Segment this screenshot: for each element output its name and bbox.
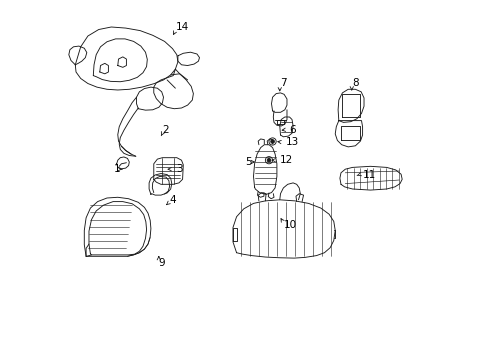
- Text: 11: 11: [363, 170, 376, 180]
- Text: 3: 3: [176, 164, 183, 174]
- Circle shape: [266, 158, 270, 162]
- Text: 13: 13: [285, 137, 299, 147]
- Text: 5: 5: [244, 157, 251, 167]
- Text: 12: 12: [279, 155, 292, 165]
- Circle shape: [270, 140, 274, 143]
- Text: 8: 8: [351, 78, 358, 88]
- Text: 7: 7: [279, 78, 286, 88]
- Text: 6: 6: [289, 125, 296, 135]
- Text: 4: 4: [169, 195, 176, 205]
- Text: 14: 14: [175, 22, 188, 32]
- Text: 1: 1: [114, 164, 121, 174]
- Text: 10: 10: [283, 220, 296, 230]
- Text: 9: 9: [159, 258, 165, 268]
- Text: 2: 2: [162, 125, 169, 135]
